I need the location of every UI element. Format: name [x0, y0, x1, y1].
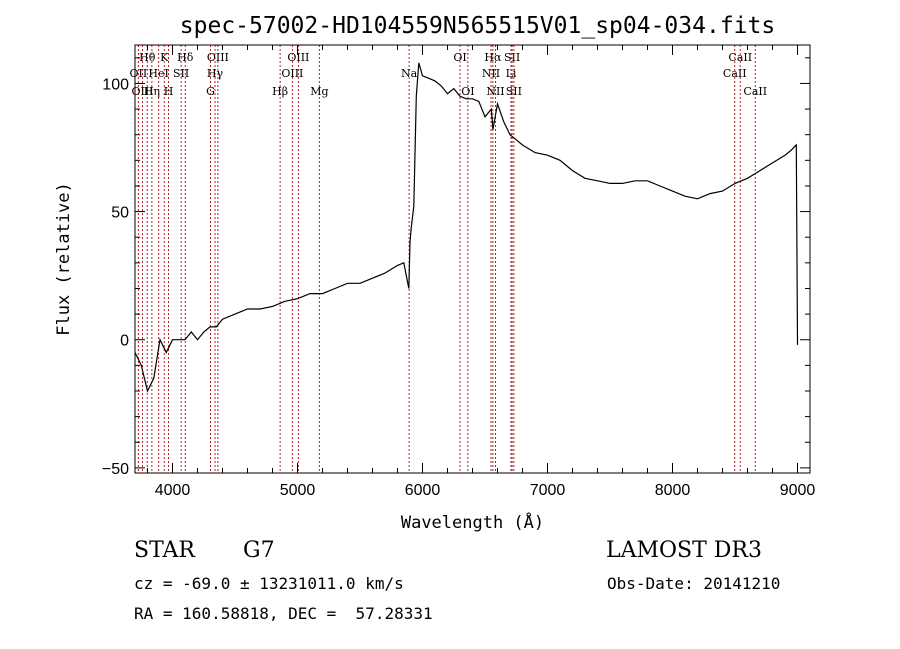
spectral-line-label: H [164, 85, 174, 98]
y-tick-label: −50 [102, 461, 129, 478]
spectral-line-label: Hδ [177, 51, 194, 64]
x-tick-label: 4000 [155, 482, 191, 499]
spectral-line-label: Hβ [272, 85, 288, 98]
spectral-line-label: NII [482, 67, 500, 80]
redshift-cz: cz = -69.0 ± 13231011.0 km/s [134, 574, 404, 593]
spectrum-line [134, 62, 799, 393]
spectral-line-label: Hθ [139, 51, 156, 64]
plot-frame [134, 44, 811, 474]
spectral-line-label: OII [130, 67, 148, 80]
x-tick-label: 5000 [280, 482, 316, 499]
x-tick-label: 7000 [530, 482, 566, 499]
spectral-line-label: OIII [131, 85, 153, 98]
spectral-line-label: CaII [728, 51, 752, 64]
spectral-line-label: Hα [484, 51, 502, 64]
spectral-line-label: HeI [148, 67, 168, 80]
x-tick-label: 9000 [780, 482, 816, 499]
survey-name: LAMOST DR3 [606, 538, 762, 563]
spectral-line-label: K [160, 51, 169, 64]
object-subclass: G7 [243, 538, 275, 563]
spectral-line-label: Hγ [207, 67, 224, 80]
spectral-line-label: OI [461, 85, 474, 98]
spectral-line-label: CaII [743, 85, 767, 98]
y-tick-label: 50 [111, 205, 129, 222]
spectral-line-label: Hη [144, 85, 160, 98]
spectral-line-label: NII [486, 85, 504, 98]
spectral-line-label: SII [504, 51, 520, 64]
y-axis-label: Flux (relative) [54, 182, 74, 336]
observation-date: Obs-Date: 20141210 [607, 574, 781, 593]
spectral-line-label: OIII [207, 51, 229, 64]
spectral-line-label: Li [506, 67, 517, 80]
y-tick-label: 100 [102, 76, 129, 93]
x-axis-label: Wavelength (Å) [401, 511, 544, 533]
spectral-line-label: CaII [723, 67, 747, 80]
spectral-line-label: SII [173, 67, 189, 80]
spectral-line-label: Na [401, 67, 418, 80]
chart-title: spec-57002-HD104559N565515V01_sp04-034.f… [180, 13, 775, 39]
spectral-line-label: Mg [310, 85, 328, 98]
x-tick-label: 8000 [655, 482, 691, 499]
spectral-line-label: OIII [281, 67, 303, 80]
spectral-line-label: OI [453, 51, 466, 64]
spectral-line-label: G [206, 85, 215, 98]
spectral-line-label: SII [506, 85, 522, 98]
spectral-line-label: OIII [287, 51, 309, 64]
y-tick-label: 0 [120, 333, 129, 350]
ra-dec-coordinates: RA = 160.58818, DEC = 57.28331 [134, 604, 433, 623]
x-tick-label: 6000 [405, 482, 441, 499]
object-class: STAR [134, 538, 195, 563]
